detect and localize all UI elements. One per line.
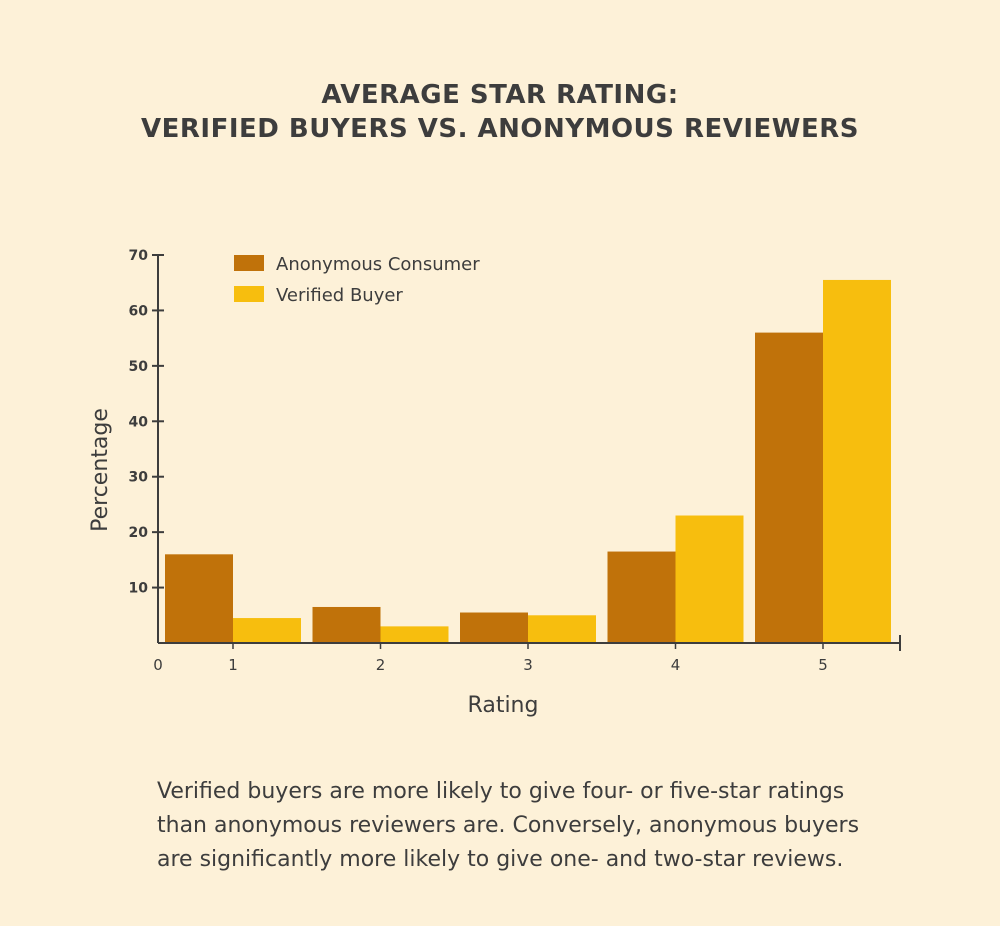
bars-group bbox=[165, 279, 891, 643]
bar-verified-4 bbox=[675, 515, 744, 643]
chart-title-line-2: VERIFIED BUYERS VS. ANONYMOUS REVIEWERS bbox=[141, 114, 859, 144]
legend-swatch-anonymous bbox=[234, 255, 264, 271]
axes-group: 10 20 30 40 50 60 70 0 1 2 3 4 5 bbox=[129, 248, 901, 674]
chart-title: AVERAGE STAR RATING: VERIFIED BUYERS VS.… bbox=[0, 78, 1000, 146]
bar-chart: 10 20 30 40 50 60 70 0 1 2 3 4 5 Anonymous Consumer V… bbox=[88, 248, 901, 718]
legend-swatch-verified bbox=[234, 286, 264, 302]
y-tick-label-20: 20 bbox=[129, 525, 149, 541]
x-tick-label-5: 5 bbox=[818, 656, 828, 674]
bar-verified-1 bbox=[233, 618, 301, 643]
chart-title-line-1: AVERAGE STAR RATING: bbox=[321, 80, 679, 110]
bar-anonymous-1 bbox=[165, 554, 233, 643]
x-axis-label: Rating bbox=[468, 693, 539, 718]
y-tick-label-10: 10 bbox=[129, 581, 149, 597]
legend-label-verified: Verified Buyer bbox=[276, 285, 403, 306]
y-tick-label-30: 30 bbox=[129, 470, 149, 486]
y-tick-label-70: 70 bbox=[129, 248, 149, 264]
legend-label-anonymous: Anonymous Consumer bbox=[276, 254, 480, 275]
bar-anonymous-4 bbox=[607, 551, 676, 643]
bar-anonymous-3 bbox=[460, 612, 528, 643]
bar-anonymous-2 bbox=[312, 606, 381, 643]
y-tick-label-60: 60 bbox=[129, 303, 149, 319]
x-tick-label-1: 1 bbox=[228, 656, 238, 674]
x-tick-label-origin: 0 bbox=[153, 656, 163, 674]
bar-verified-3 bbox=[528, 615, 596, 643]
x-tick-label-2: 2 bbox=[376, 656, 386, 674]
legend: Anonymous Consumer Verified Buyer bbox=[234, 254, 480, 306]
y-tick-label-40: 40 bbox=[129, 414, 149, 430]
bar-verified-5 bbox=[823, 279, 891, 643]
bar-verified-2 bbox=[380, 626, 449, 643]
bar-anonymous-5 bbox=[755, 332, 823, 643]
x-tick-label-4: 4 bbox=[671, 656, 681, 674]
x-tick-label-3: 3 bbox=[523, 656, 533, 674]
y-axis-label: Percentage bbox=[88, 408, 113, 532]
y-tick-label-50: 50 bbox=[129, 359, 149, 375]
chart-caption: Verified buyers are more likely to give … bbox=[157, 779, 860, 872]
